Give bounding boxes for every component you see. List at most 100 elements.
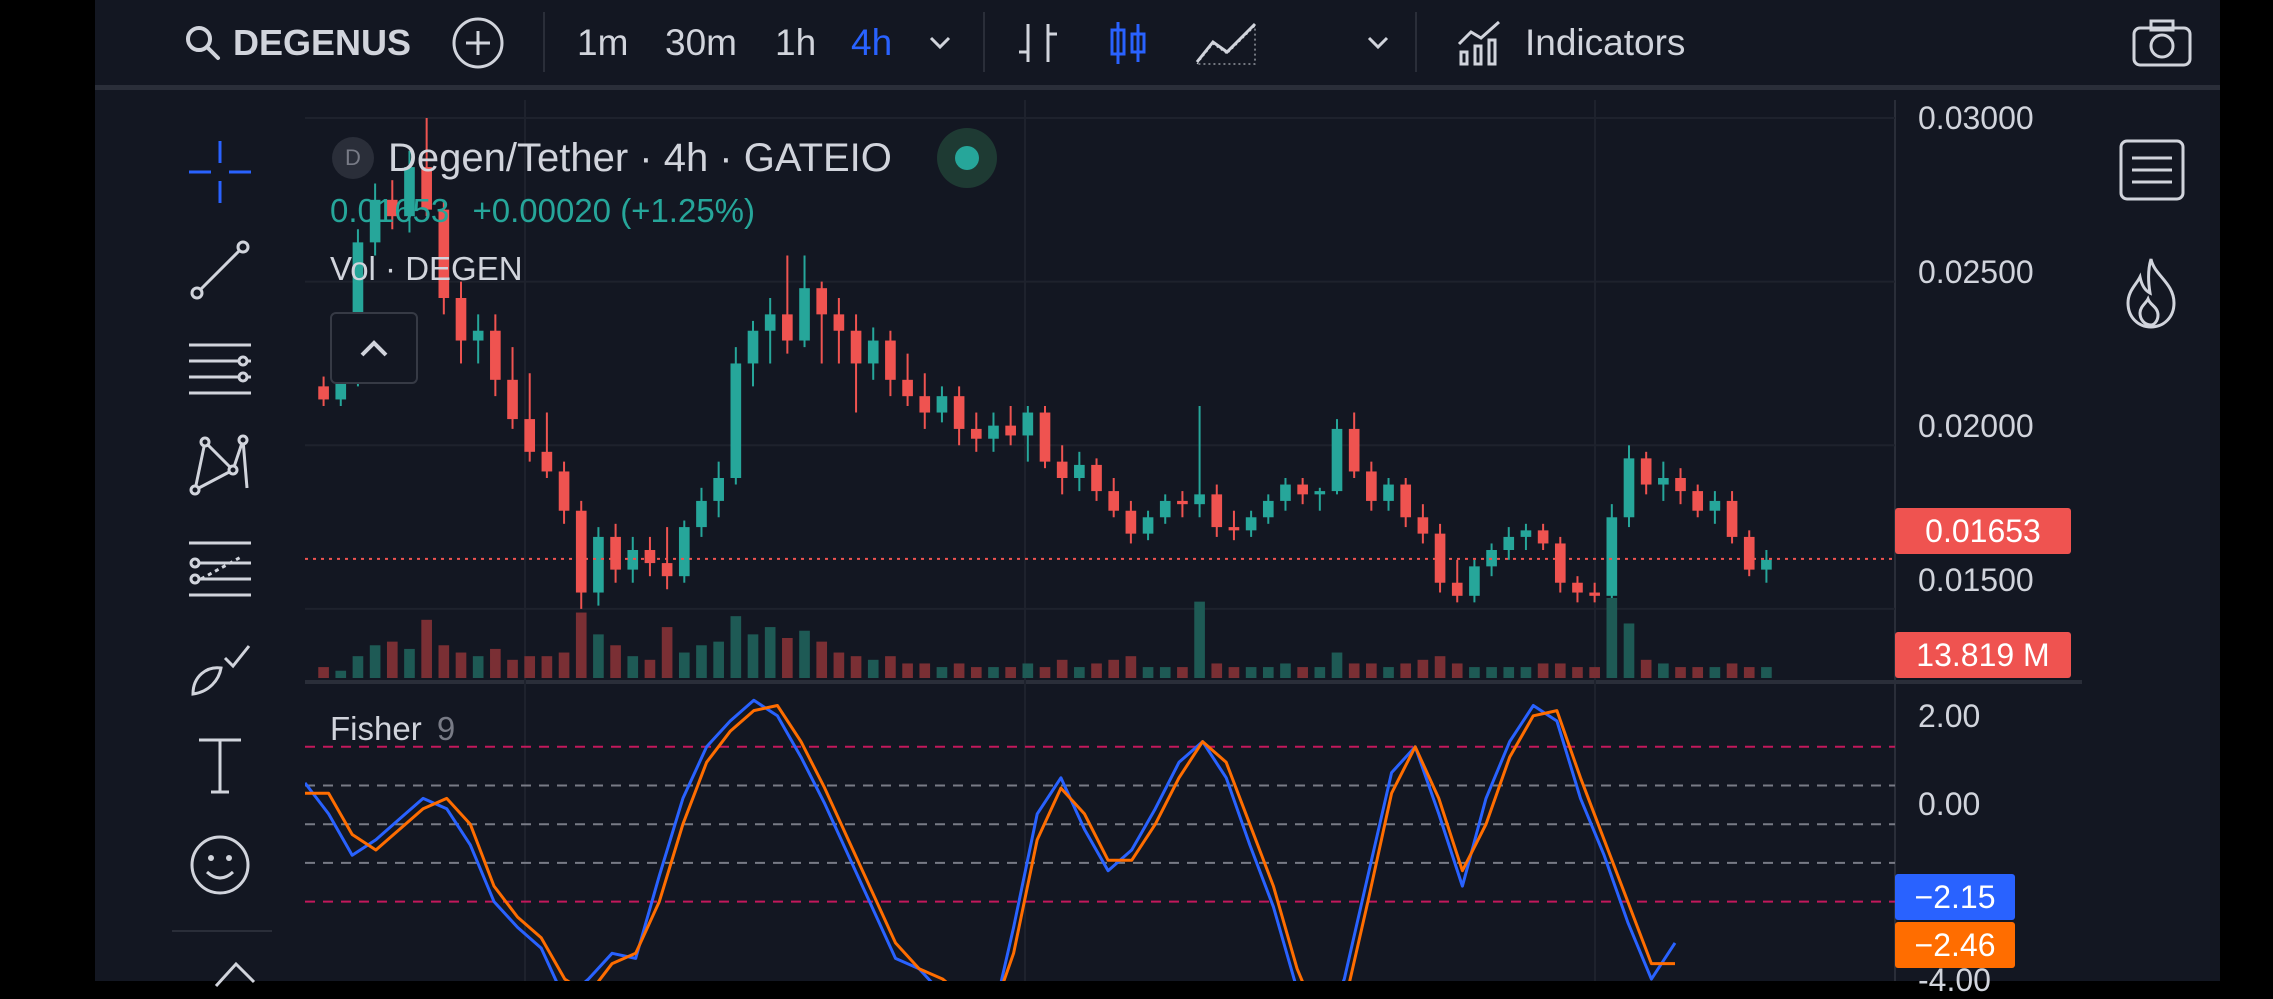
chart-type-dropdown[interactable] xyxy=(1363,0,1393,85)
interval-1h-label: 1h xyxy=(775,21,817,63)
candle-body xyxy=(1383,484,1394,501)
candle-body xyxy=(1554,543,1566,583)
volume-bar xyxy=(1056,659,1068,678)
hot-button[interactable] xyxy=(2118,255,2184,336)
indicators-icon xyxy=(1457,20,1500,65)
market-status-indicator[interactable] xyxy=(936,128,997,188)
interval-4h[interactable]: 4h xyxy=(851,0,892,85)
eraser-tool[interactable] xyxy=(210,958,260,993)
volume-bar xyxy=(455,652,467,678)
volume-bar xyxy=(850,656,862,678)
candle-body xyxy=(1537,530,1549,544)
fib-tool[interactable] xyxy=(185,533,255,608)
volume-bar xyxy=(696,645,707,678)
symbol-search[interactable]: DEGENUS xyxy=(183,0,411,85)
volume-bar xyxy=(661,627,673,678)
volume-bar xyxy=(885,656,896,678)
volume-bar xyxy=(1194,601,1205,678)
volume-bar xyxy=(782,638,793,678)
trend-line-tool[interactable] xyxy=(185,235,255,310)
emoji-tool[interactable] xyxy=(185,830,255,905)
candle-body xyxy=(1726,500,1738,537)
candle-body xyxy=(1451,582,1463,596)
price-axis-label: 0.02000 xyxy=(1918,408,2034,444)
bar-chart-type-button[interactable] xyxy=(1013,0,1063,85)
symbol-label: DEGENUS xyxy=(233,21,412,63)
volume-bar xyxy=(1469,667,1480,678)
volume-bar xyxy=(627,656,639,678)
volume-bar xyxy=(1743,667,1755,678)
area-chart-type-button[interactable] xyxy=(1193,0,1259,85)
volume-bar xyxy=(902,663,913,678)
candle-body xyxy=(850,330,862,364)
brush-icon xyxy=(191,645,251,696)
volume-bar xyxy=(747,634,759,678)
fisher-line xyxy=(305,698,1677,981)
volume-bar xyxy=(1503,667,1515,678)
candle-body xyxy=(507,379,518,420)
crosshair-tool[interactable] xyxy=(185,137,255,212)
interval-1m[interactable]: 1m xyxy=(577,0,628,85)
candle-body xyxy=(1743,536,1755,570)
horizontal-lines-tool[interactable] xyxy=(185,335,255,410)
interval-30m[interactable]: 30m xyxy=(665,0,737,85)
candles-chart-type-button[interactable] xyxy=(1103,0,1153,85)
candle-body xyxy=(747,330,759,364)
toolbar-divider xyxy=(543,12,545,72)
candle-body xyxy=(1091,464,1102,492)
volume-bar xyxy=(1709,667,1721,678)
candle-body xyxy=(970,428,982,439)
fib-icon xyxy=(189,541,251,597)
volume-bar xyxy=(1589,667,1600,678)
candle-body xyxy=(1640,458,1652,485)
collapse-legend-button[interactable] xyxy=(330,312,418,384)
interval-1h[interactable]: 1h xyxy=(775,0,816,85)
text-icon xyxy=(199,738,241,794)
menu-icon xyxy=(2119,139,2185,201)
candle-body xyxy=(696,500,707,528)
candle-body xyxy=(1159,500,1171,518)
volume-bar xyxy=(1159,667,1171,678)
volume-bar xyxy=(352,656,364,678)
volume-bar xyxy=(1623,623,1635,678)
interval-dropdown[interactable] xyxy=(925,0,955,85)
candle-body xyxy=(541,451,553,472)
candle-body xyxy=(953,396,965,429)
volume-bar xyxy=(988,667,999,678)
candle-body xyxy=(1039,412,1051,462)
volume-bar xyxy=(1692,667,1704,678)
brush-tool[interactable] xyxy=(185,632,255,707)
interval-4h-label: 4h xyxy=(851,21,893,63)
volume-bar xyxy=(1005,667,1016,678)
candle-body xyxy=(867,340,879,364)
volume-bar xyxy=(936,667,948,678)
volume-bar xyxy=(490,648,501,678)
candle-body xyxy=(1675,478,1686,492)
toolbar-divider xyxy=(983,12,985,72)
candle-body xyxy=(1520,530,1532,537)
compare-button[interactable] xyxy=(450,0,506,85)
text-tool[interactable] xyxy=(185,730,255,805)
chart-canvas[interactable] xyxy=(305,100,2082,981)
candle-body xyxy=(1469,566,1480,596)
candle-body xyxy=(764,314,776,331)
candle-body xyxy=(730,363,742,478)
chevron-down-icon xyxy=(929,36,951,49)
add-circle-icon xyxy=(452,17,504,68)
menu-button[interactable] xyxy=(2118,138,2186,207)
pattern-tool[interactable] xyxy=(185,430,255,505)
candle-body xyxy=(661,563,673,577)
candle-body xyxy=(490,330,501,380)
volume-bar xyxy=(833,652,845,678)
candle-body xyxy=(593,536,604,593)
volume-bar xyxy=(1640,659,1652,678)
volume-bar xyxy=(764,627,776,678)
volume-bar xyxy=(1314,667,1326,678)
volume-bar xyxy=(575,612,587,678)
screenshot-button[interactable] xyxy=(2131,0,2193,85)
volume-bar xyxy=(919,663,931,678)
indicators-button[interactable]: Indicators xyxy=(1455,0,1685,85)
candle-body xyxy=(1692,491,1704,511)
candle-body xyxy=(919,396,931,413)
volume-bar xyxy=(1348,663,1360,678)
